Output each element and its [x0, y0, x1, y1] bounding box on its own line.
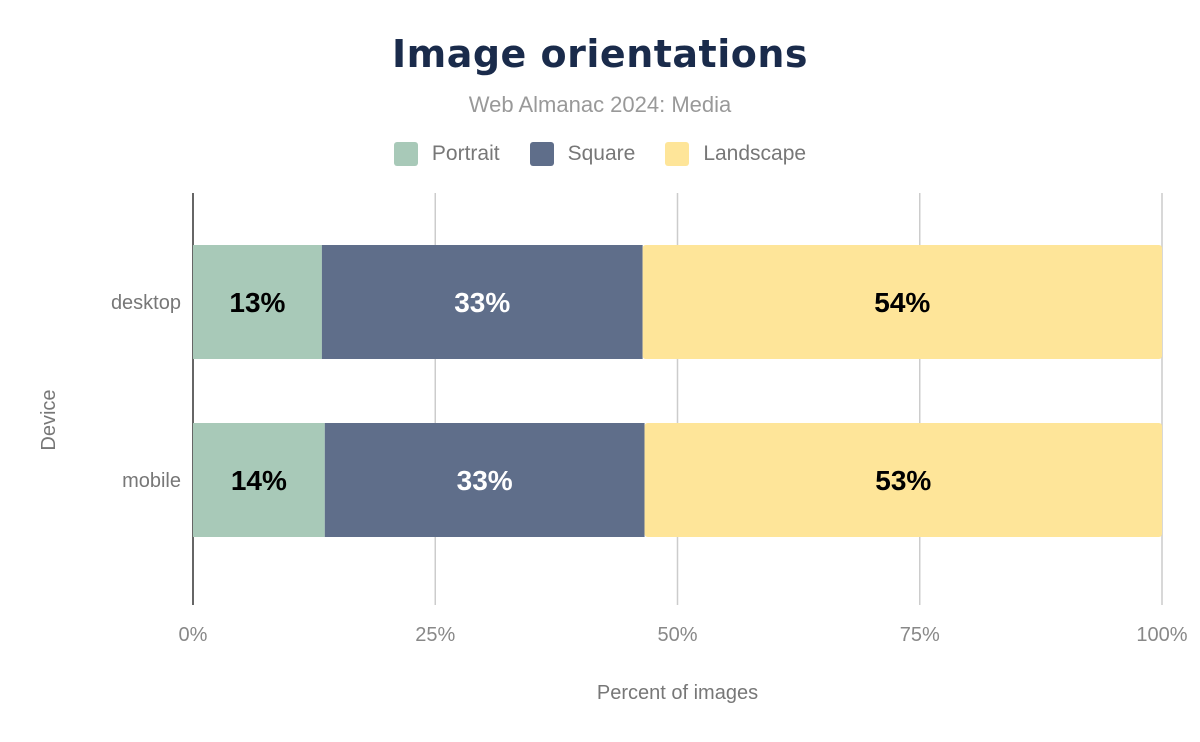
- x-tick-label: 75%: [900, 624, 940, 646]
- x-tick-label: 100%: [1136, 624, 1187, 646]
- y-tick-label: desktop: [111, 292, 181, 314]
- data-label: 33%: [457, 465, 513, 496]
- legend-swatch: [529, 142, 554, 166]
- bar-portrait-desktop: [193, 245, 322, 359]
- x-tick-label: 0%: [179, 624, 208, 646]
- x-axis-label: Percent of images: [597, 682, 758, 704]
- legend-item-landscape[interactable]: Landscape: [665, 142, 806, 166]
- legend-swatch: [393, 142, 418, 166]
- data-label: 13%: [229, 287, 285, 318]
- legend: Portrait Square Landscape: [0, 142, 1200, 166]
- bar-landscape-mobile: [644, 423, 1162, 537]
- legend-label: Landscape: [703, 142, 807, 165]
- data-label: 14%: [231, 465, 287, 496]
- chart-subtitle: Web Almanac 2024: Media: [468, 92, 732, 117]
- legend-label: Portrait: [431, 142, 500, 165]
- legend-label: Square: [567, 142, 636, 165]
- y-tick-label: mobile: [122, 470, 181, 492]
- data-label: 53%: [875, 465, 931, 496]
- data-label: 54%: [874, 287, 930, 318]
- chart-title: Image orientations: [391, 32, 809, 76]
- legend-swatch: [665, 142, 690, 166]
- bar-square-mobile: [324, 423, 645, 537]
- bar-portrait-mobile: [193, 423, 325, 537]
- data-label: 33%: [454, 287, 510, 318]
- bar-landscape-desktop: [642, 245, 1162, 359]
- legend-item-square[interactable]: Square: [529, 142, 636, 166]
- legend-item-portrait[interactable]: Portrait: [393, 142, 500, 166]
- x-tick-label: 25%: [415, 624, 455, 646]
- bar-square-desktop: [321, 245, 643, 359]
- x-tick-label: 50%: [657, 624, 697, 646]
- y-axis-label: Device: [38, 389, 60, 450]
